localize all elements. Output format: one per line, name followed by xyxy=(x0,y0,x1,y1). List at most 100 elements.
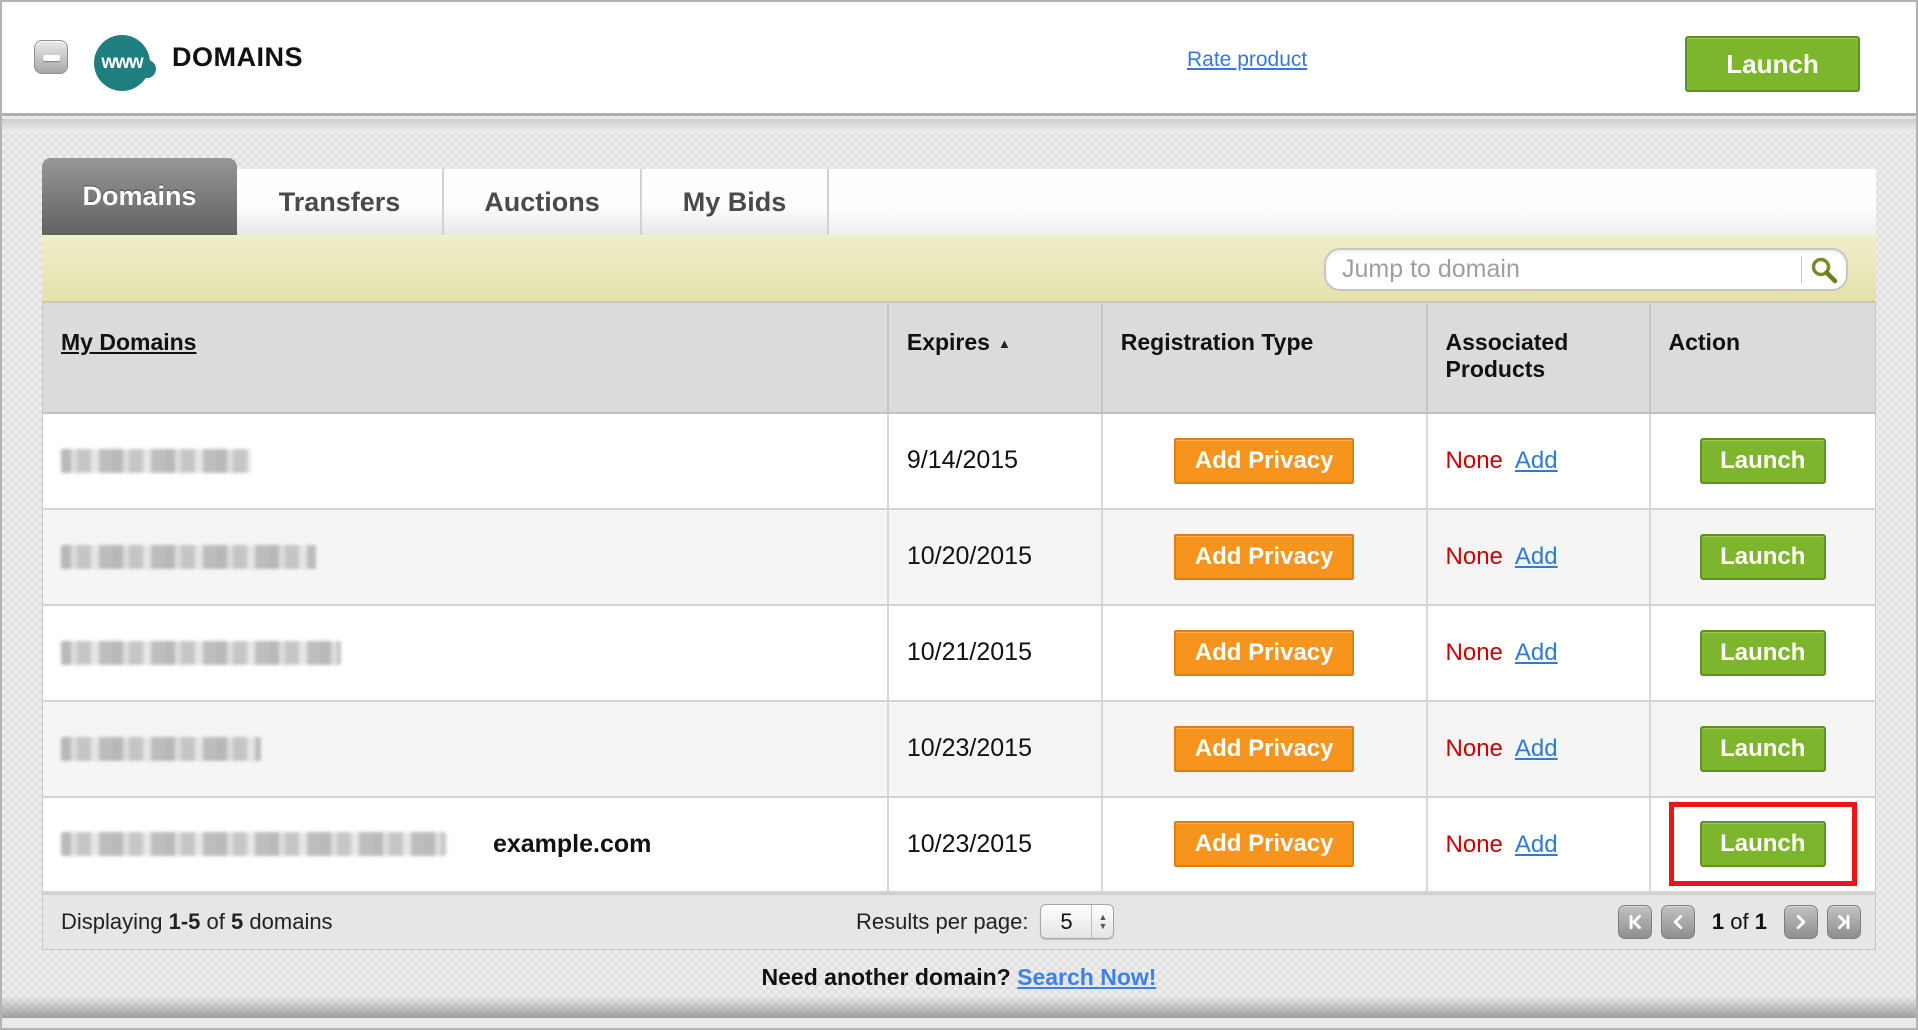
header-launch-button[interactable]: Launch xyxy=(1685,36,1860,92)
column-header-expires[interactable]: Expires ▲ xyxy=(887,302,1103,414)
domains-table-header: My Domains Expires ▲ Registration Type As… xyxy=(42,302,1876,414)
www-domains-icon: www xyxy=(94,35,156,91)
column-header-my-domains: My Domains xyxy=(42,302,889,414)
my-domains-sort-link[interactable]: My Domains xyxy=(61,329,197,355)
associated-add-link[interactable]: Add xyxy=(1514,830,1558,858)
action-cell: Launch xyxy=(1649,508,1876,606)
select-stepper-icon: ▲ ▼ xyxy=(1091,905,1113,938)
search-bar xyxy=(42,235,1876,302)
domain-cell xyxy=(42,412,889,510)
next-page-button[interactable] xyxy=(1784,904,1818,939)
domain-table-row: example.com 10/23/2015 Add Privacy None A… xyxy=(42,796,1876,893)
last-page-button[interactable] xyxy=(1827,904,1861,939)
expires-cell: 9/14/2015 xyxy=(887,412,1103,510)
launch-highlight-box: Launch xyxy=(1664,702,1862,796)
pagination: 1 of 1 xyxy=(1617,895,1861,949)
associated-add-link[interactable]: Add xyxy=(1514,447,1558,474)
tab-domains[interactable]: Domains xyxy=(42,158,237,235)
search-divider xyxy=(1801,255,1802,284)
jump-to-domain-input[interactable] xyxy=(1326,250,1801,289)
prev-page-button[interactable] xyxy=(1660,904,1695,939)
associated-add-link[interactable]: Add xyxy=(1514,543,1558,570)
results-per-page-value: 5 xyxy=(1060,908,1073,934)
row-launch-button[interactable]: Launch xyxy=(1699,725,1826,772)
add-privacy-button[interactable]: Add Privacy xyxy=(1174,725,1355,772)
domain-table-row: 10/21/2015 Add Privacy None Add Launch xyxy=(42,604,1876,702)
registration-type-cell: Add Privacy xyxy=(1101,508,1428,606)
associated-add-link[interactable]: Add xyxy=(1514,639,1558,666)
column-header-registration-type: Registration Type xyxy=(1101,302,1428,414)
add-privacy-button[interactable]: Add Privacy xyxy=(1174,629,1355,676)
associated-none-label: None xyxy=(1445,735,1503,762)
expires-date: 9/14/2015 xyxy=(906,446,1019,474)
app-header: www DOMAINS Rate product Launch xyxy=(2,2,1916,116)
header-separator xyxy=(2,119,1916,132)
tab-auctions[interactable]: Auctions xyxy=(444,169,642,235)
row-launch-button[interactable]: Launch xyxy=(1699,533,1826,580)
row-launch-button[interactable]: Launch xyxy=(1699,821,1826,867)
tab-transfers[interactable]: Transfers xyxy=(237,169,444,235)
column-header-action: Action xyxy=(1649,302,1876,414)
domain-cell xyxy=(42,700,889,798)
associated-add-link[interactable]: Add xyxy=(1514,735,1558,762)
registration-type-cell: Add Privacy xyxy=(1101,412,1428,510)
domain-table-body: 9/14/2015 Add Privacy None Add Launch 10/… xyxy=(42,412,1876,893)
results-per-page-label: Results per page: xyxy=(856,908,1029,934)
redacted-domain-name xyxy=(61,832,446,857)
expires-cell: 10/21/2015 xyxy=(887,604,1103,702)
expires-date: 10/23/2015 xyxy=(906,734,1032,762)
rate-product-link[interactable]: Rate product xyxy=(1187,48,1308,71)
row-launch-button[interactable]: Launch xyxy=(1699,437,1826,484)
www-icon-text: www xyxy=(101,52,143,73)
launch-highlight-box: Launch xyxy=(1664,510,1862,604)
results-per-page-select[interactable]: 5 ▲ ▼ xyxy=(1040,904,1115,939)
column-header-associated-products: Associated Products xyxy=(1426,302,1651,414)
displaying-status: Displaying 1-5 of 5 domains xyxy=(61,908,333,934)
domain-cell xyxy=(42,604,889,702)
need-domain-prompt: Need another domain? Search Now! xyxy=(42,964,1876,991)
associated-none-label: None xyxy=(1445,447,1503,474)
results-per-page-group: Results per page: 5 ▲ ▼ xyxy=(856,895,1115,949)
tab-my-bids[interactable]: My Bids xyxy=(642,169,829,235)
bottom-strip xyxy=(2,1018,1916,1028)
bottom-fade xyxy=(2,996,1916,1018)
collapse-button[interactable] xyxy=(34,40,68,74)
domains-table: My Domains Expires ▲ Registration Type As… xyxy=(42,302,1876,893)
expires-date: 10/21/2015 xyxy=(906,638,1032,666)
associated-products-cell: None Add xyxy=(1426,700,1651,798)
add-privacy-button[interactable]: Add Privacy xyxy=(1174,437,1355,484)
action-cell: Launch xyxy=(1649,604,1876,702)
launch-highlight-box: Launch xyxy=(1664,606,1862,700)
registration-type-cell: Add Privacy xyxy=(1101,700,1428,798)
page-status: 1 of 1 xyxy=(1711,908,1767,934)
redacted-domain-name xyxy=(61,448,251,473)
registration-type-cell: Add Privacy xyxy=(1101,604,1428,702)
expires-cell: 10/23/2015 xyxy=(887,796,1103,893)
row-launch-button[interactable]: Launch xyxy=(1699,629,1826,676)
sort-asc-icon: ▲ xyxy=(997,336,1011,351)
associated-products-cell: None Add xyxy=(1426,508,1651,606)
action-cell: Launch xyxy=(1649,412,1876,510)
redacted-domain-name xyxy=(61,640,341,665)
associated-none-label: None xyxy=(1445,830,1503,858)
first-page-button[interactable] xyxy=(1617,904,1652,939)
minus-icon xyxy=(43,55,60,61)
associated-none-label: None xyxy=(1445,543,1503,570)
redacted-domain-name xyxy=(61,736,261,761)
domain-table-row: 10/23/2015 Add Privacy None Add Launch xyxy=(42,700,1876,798)
expires-date: 10/23/2015 xyxy=(906,829,1032,858)
jump-to-domain-field xyxy=(1324,248,1848,291)
domain-note-label: example.com xyxy=(492,829,652,858)
search-icon[interactable] xyxy=(1802,255,1846,285)
tab-bar: Domains Transfers Auctions My Bids xyxy=(42,158,1876,235)
redacted-domain-name xyxy=(61,544,316,569)
search-now-link[interactable]: Search Now! xyxy=(1017,964,1157,990)
launch-highlight-box: Launch xyxy=(1664,414,1862,508)
domain-cell xyxy=(42,508,889,606)
add-privacy-button[interactable]: Add Privacy xyxy=(1174,533,1355,580)
domains-panel: Domains Transfers Auctions My Bids xyxy=(42,158,1876,950)
add-privacy-button[interactable]: Add Privacy xyxy=(1174,821,1355,867)
table-footer: Displaying 1-5 of 5 domains Results per … xyxy=(42,892,1876,950)
page-title: DOMAINS xyxy=(172,42,303,72)
